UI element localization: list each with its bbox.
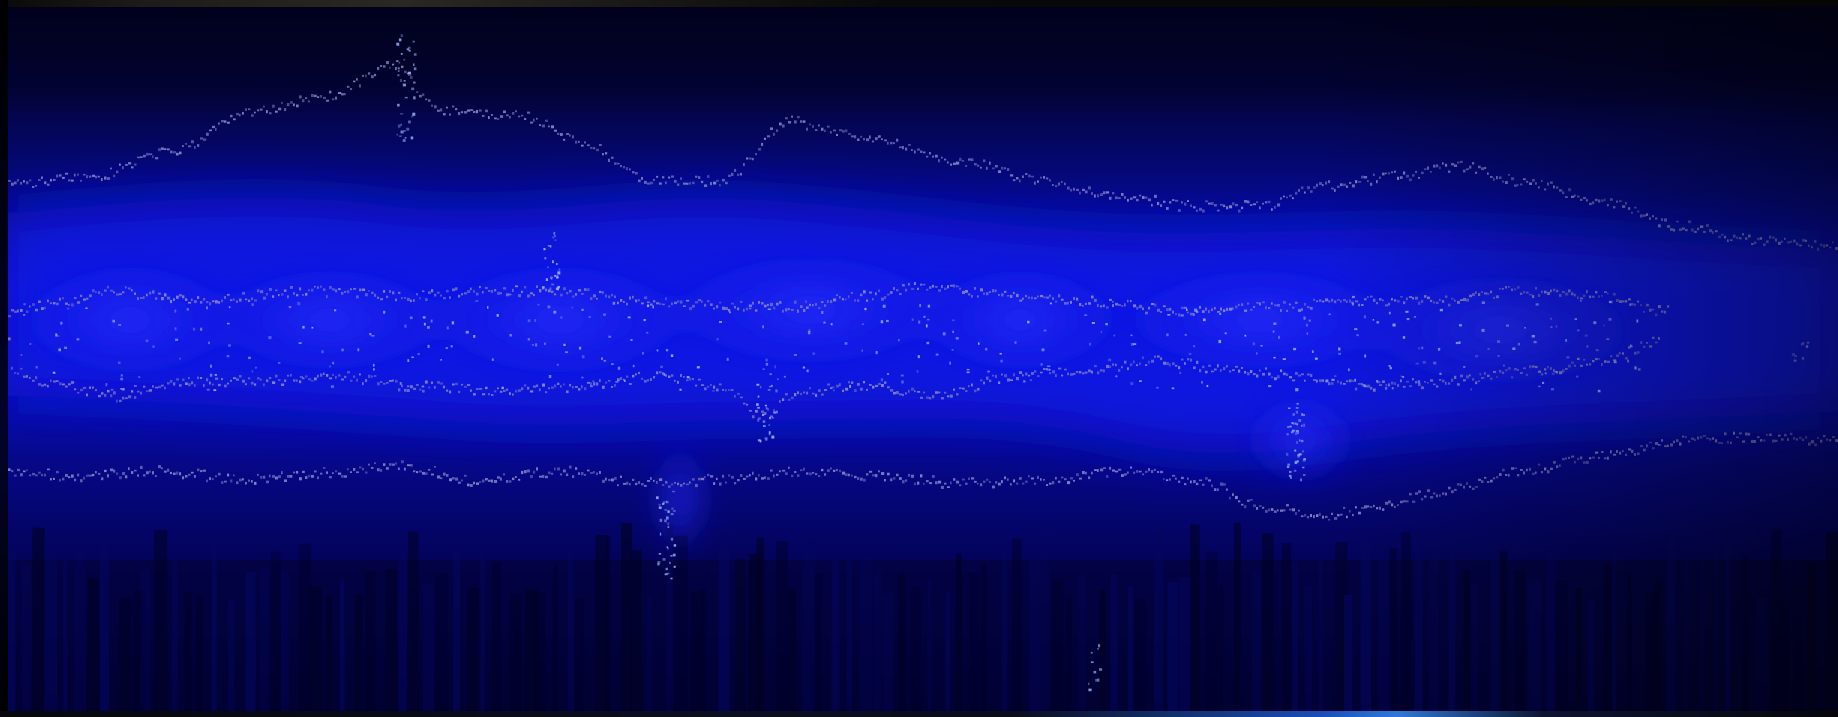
bottom-edge xyxy=(0,711,1838,717)
top-edge xyxy=(0,0,1838,7)
left-edge xyxy=(0,0,8,717)
